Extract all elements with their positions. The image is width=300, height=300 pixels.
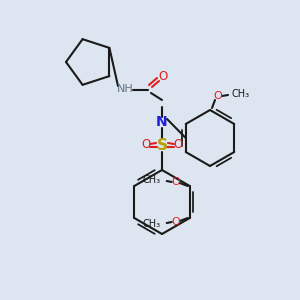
Text: CH₃: CH₃ bbox=[142, 175, 161, 185]
Text: N: N bbox=[156, 115, 168, 129]
Text: O: O bbox=[141, 137, 151, 151]
Text: O: O bbox=[158, 70, 168, 83]
Text: O: O bbox=[171, 177, 180, 187]
Text: O: O bbox=[214, 91, 222, 101]
Text: CH₃: CH₃ bbox=[142, 219, 161, 229]
Text: O: O bbox=[171, 217, 180, 227]
Text: NH: NH bbox=[117, 84, 134, 94]
Text: S: S bbox=[157, 137, 167, 152]
Text: CH₃: CH₃ bbox=[232, 89, 250, 99]
Text: O: O bbox=[173, 137, 183, 151]
